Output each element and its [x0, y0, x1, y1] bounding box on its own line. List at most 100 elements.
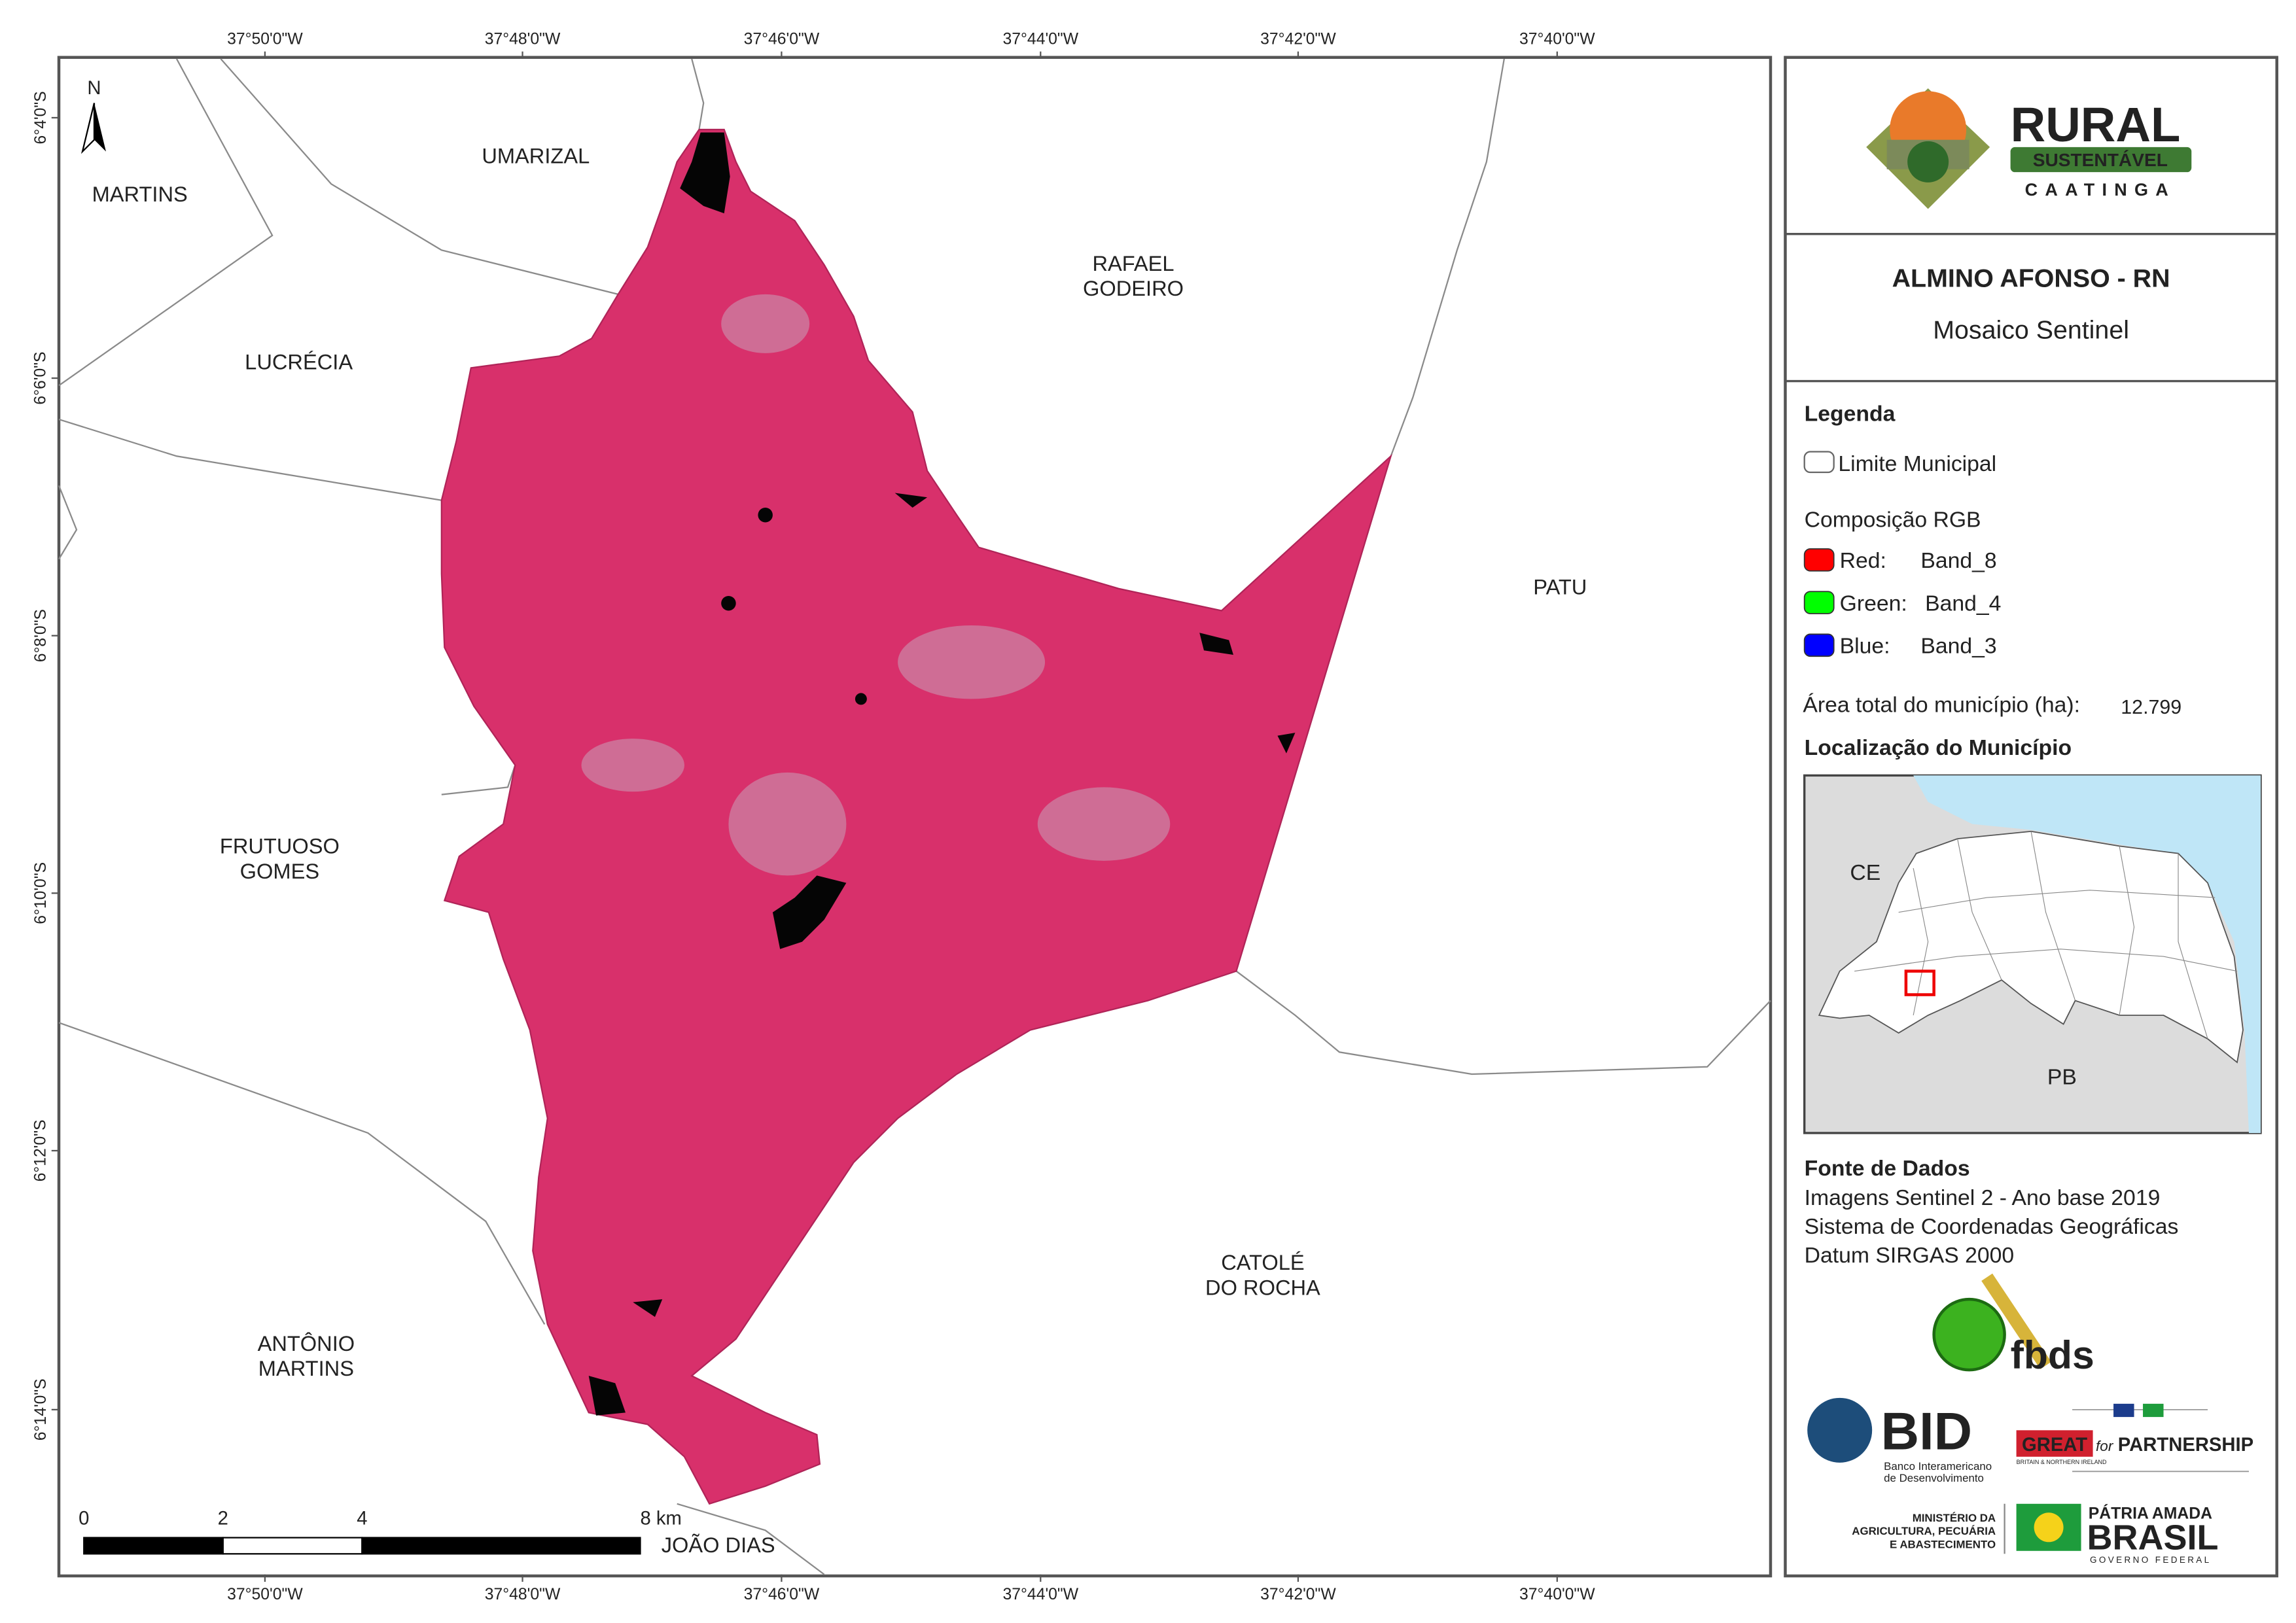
municipality-line — [1898, 890, 2216, 913]
brasil-text: BRASIL — [2087, 1518, 2219, 1558]
municipality-line — [1957, 839, 2002, 981]
latitude-label: 6°12'0"S — [32, 1120, 50, 1182]
north-arrow — [80, 103, 106, 154]
fbds-bar — [1981, 1273, 2052, 1369]
municipality-line — [2119, 846, 2135, 1016]
inset-label: CE — [1850, 860, 1881, 885]
water-bodies — [588, 132, 1296, 1416]
bid-name: Banco Interamericano — [1884, 1460, 1992, 1473]
boundary-line — [220, 58, 648, 303]
ministry-name: MINISTÉRIO DA — [1913, 1512, 1996, 1524]
band-name: Band_8 — [1920, 548, 1996, 573]
place-label: RAFAEL — [1092, 251, 1174, 275]
longitude-label: 37°44'0"W — [1003, 1586, 1079, 1603]
longitude-label: 37°48'0"W — [485, 30, 561, 48]
water-body — [894, 493, 928, 508]
sources-line: Datum SIRGAS 2000 — [1805, 1243, 2014, 1268]
rn-municipalities — [1854, 831, 2238, 1039]
latitude-label: 6°6'0"S — [32, 351, 50, 404]
bid-name: de Desenvolvimento — [1884, 1472, 1984, 1484]
boundary-line — [58, 58, 274, 387]
longitude-label: 37°40'0"W — [1519, 1586, 1595, 1603]
urban-patch — [898, 625, 1046, 699]
water-body — [758, 508, 773, 523]
sources-title: Fonte de Dados — [1805, 1156, 1970, 1181]
band-swatch — [1803, 548, 1835, 572]
place-label: MARTINS — [258, 1356, 354, 1380]
patria-text: PÁTRIA AMADA — [2089, 1504, 2212, 1522]
place-label: ANTÔNIO — [258, 1331, 355, 1355]
place-label: PATU — [1533, 575, 1587, 599]
area-value: 12.799 — [2121, 697, 2181, 718]
partner-logos — [1807, 1273, 2249, 1554]
latitude-label: 6°4'0"S — [32, 91, 50, 144]
inset-label: PB — [2047, 1065, 2077, 1090]
longitude-label: 37°46'0"W — [744, 30, 820, 48]
legend-boundary: Limite Municipal — [1838, 451, 1996, 476]
band-channel: Red: — [1840, 548, 1886, 573]
scale-label: 4 — [357, 1508, 367, 1529]
location-title: Localização do Município — [1805, 735, 2072, 760]
municipality-line — [2178, 853, 2208, 1039]
scale-label: 0 — [79, 1508, 89, 1529]
boundary-line — [58, 1022, 546, 1325]
uk-flag — [2113, 1403, 2134, 1418]
scale-label: 8 km — [640, 1508, 681, 1529]
place-label: FRUTUOSO — [220, 834, 340, 858]
latitude-label: 6°10'0"S — [32, 862, 50, 924]
water-body — [772, 875, 847, 949]
logo-sustentavel: SUSTENTÁVEL — [2033, 150, 2168, 170]
water-body — [1277, 733, 1296, 754]
place-label: LUCRÉCIA — [245, 350, 353, 374]
longitude-label: 37°44'0"W — [1003, 30, 1079, 48]
longitude-label: 37°50'0"W — [227, 30, 303, 48]
latitude-label: 6°8'0"S — [32, 609, 50, 662]
longitude-label: 37°48'0"W — [485, 1586, 561, 1603]
logo-rural: RURAL — [2011, 97, 2181, 152]
scale-segment — [361, 1537, 641, 1555]
boundary-line — [58, 418, 442, 501]
latitude-label: 6°14'0"S — [32, 1378, 50, 1440]
sources-line: Imagens Sentinel 2 - Ano base 2019 — [1805, 1185, 2161, 1210]
great-box — [2016, 1430, 2093, 1457]
br-flag — [2143, 1403, 2164, 1418]
water-body — [721, 595, 736, 611]
boundary-swatch — [1803, 451, 1835, 474]
urban-patch — [721, 294, 810, 353]
ministry-name: AGRICULTURA, PECUÁRIA — [1852, 1525, 1996, 1537]
water-body — [680, 132, 730, 214]
boundary-line — [677, 1503, 825, 1575]
place-label: JOÃO DIAS — [662, 1533, 775, 1557]
north-arrow-right — [94, 103, 106, 152]
governo-text: GOVERNO FEDERAL — [2090, 1555, 2211, 1565]
scale-segment — [83, 1537, 224, 1555]
band-channel: Blue: — [1840, 634, 1890, 659]
fbds-text: fbds — [2011, 1333, 2094, 1377]
municipality-line — [1854, 949, 2238, 972]
municipality-image — [440, 128, 1392, 1505]
water-body — [1199, 633, 1233, 655]
place-label: GOMES — [240, 859, 319, 883]
north-label: N — [87, 78, 101, 99]
place-label: CATOLÉ — [1221, 1250, 1304, 1274]
longitude-label: 37°42'0"W — [1260, 30, 1336, 48]
map-subtitle: Mosaico Sentinel — [1933, 315, 2129, 344]
scale-label: 2 — [218, 1508, 228, 1529]
legend-composition: Composição RGB — [1805, 507, 1981, 532]
boundary-line — [1235, 970, 1771, 1075]
water-body — [633, 1299, 663, 1318]
place-label: MARTINS — [92, 182, 188, 206]
urban-patches — [581, 294, 1171, 876]
urban-patch — [728, 772, 847, 876]
great-text: GREAT — [2022, 1435, 2087, 1456]
logo-banner — [2010, 147, 2192, 173]
rn-state — [1818, 830, 2244, 1064]
area-label: Área total do município (ha): — [1803, 693, 2080, 718]
municipality-area — [440, 128, 1392, 1505]
band-name: Band_3 — [1920, 634, 1996, 659]
municipality-line — [2030, 831, 2076, 1001]
municipal-boundaries — [58, 58, 1771, 1575]
urban-patch — [1037, 787, 1171, 861]
